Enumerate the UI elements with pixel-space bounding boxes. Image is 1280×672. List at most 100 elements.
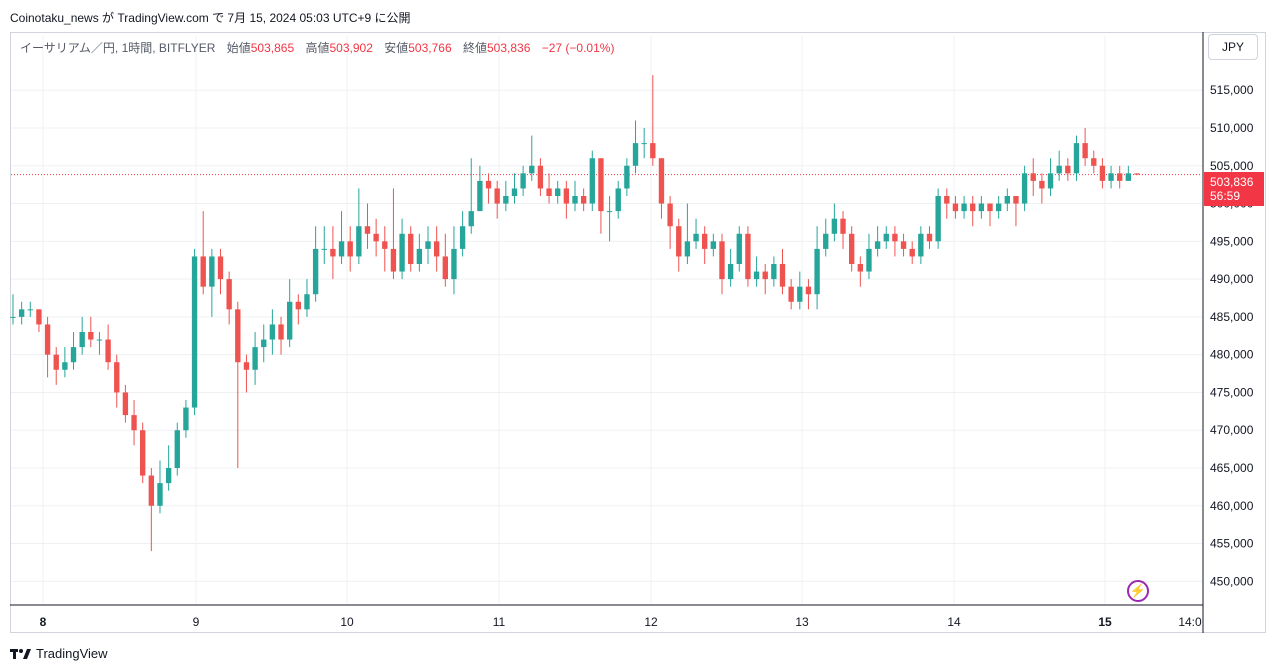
- candle-body: [174, 430, 180, 468]
- candle-body: [511, 188, 518, 196]
- candle-body: [269, 324, 276, 340]
- candle-body: [312, 248, 319, 295]
- y-tick-label: 495,000: [1210, 234, 1254, 248]
- candle-body: [883, 233, 889, 242]
- candle-body: [356, 226, 362, 257]
- candle-body: [330, 248, 336, 257]
- candle-body: [537, 165, 544, 189]
- candle-body: [1082, 143, 1088, 159]
- candle-body: [96, 339, 103, 341]
- candle-body: [632, 143, 639, 166]
- candle-body: [70, 347, 77, 363]
- candle-body: [364, 226, 371, 234]
- x-tick-label: 14: [947, 615, 961, 629]
- candle-body: [451, 248, 457, 280]
- bar-countdown: 56:59: [1210, 189, 1241, 203]
- candle-body: [442, 256, 448, 280]
- x-tick-label: 12: [644, 615, 658, 629]
- candle-body: [615, 188, 621, 212]
- candle-body: [848, 233, 855, 264]
- low-label: 安値: [384, 41, 409, 55]
- candle-body: [10, 316, 16, 318]
- candle-body: [1125, 173, 1132, 181]
- candle-body: [1004, 196, 1010, 204]
- candle-body: [252, 347, 258, 370]
- candle-body: [797, 286, 803, 302]
- candle-body: [555, 188, 561, 196]
- candle-body: [805, 286, 812, 295]
- candle-body: [62, 362, 68, 370]
- candle-body: [382, 241, 388, 249]
- candle-body: [18, 309, 25, 317]
- x-tick-label: 11: [493, 615, 506, 629]
- candle-body: [727, 264, 734, 280]
- candle-body: [874, 241, 881, 249]
- candle-body: [598, 158, 604, 212]
- candle-body: [235, 309, 241, 363]
- publisher-bar: Coinotaku_news が TradingView.com で 7月 15…: [0, 0, 1280, 32]
- y-tick-label: 455,000: [1210, 537, 1254, 551]
- candle-body: [788, 286, 794, 302]
- candle-body: [702, 233, 708, 249]
- candle-body: [209, 256, 215, 287]
- candle-body: [892, 233, 898, 242]
- x-tick-label: 9: [193, 615, 200, 629]
- candle-body: [866, 248, 872, 272]
- candle-body: [140, 430, 146, 476]
- lightning-icon[interactable]: ⚡: [1127, 580, 1149, 602]
- candle-body: [624, 165, 630, 189]
- candle-body: [658, 158, 665, 204]
- candle-body: [961, 203, 967, 212]
- candle-body: [408, 233, 414, 264]
- candle-body: [918, 233, 924, 257]
- candle-body: [546, 188, 552, 196]
- candle-body: [779, 264, 786, 287]
- candle-body: [857, 264, 864, 272]
- candle-body: [563, 188, 570, 204]
- candle-body: [347, 241, 353, 257]
- candle-body: [243, 362, 250, 370]
- candle-body: [1065, 165, 1071, 174]
- candle-body: [36, 309, 42, 325]
- candle-body: [338, 241, 345, 257]
- candle-body: [459, 226, 466, 249]
- ohlc-legend: イーサリアム／円, 1時間, BITFLYER 始値503,865 高値503,…: [20, 39, 614, 56]
- x-tick-label: 14:0: [1178, 615, 1202, 629]
- symbol-label: イーサリアム／円, 1時間, BITFLYER: [20, 41, 216, 55]
- candle-body: [1047, 173, 1054, 189]
- candle-body: [399, 233, 405, 272]
- candle-body: [771, 264, 777, 280]
- candle-body: [684, 241, 691, 257]
- candle-body: [304, 294, 310, 310]
- candle-body: [278, 324, 284, 340]
- candle-body: [606, 211, 613, 213]
- candle-body: [295, 301, 302, 310]
- x-tick-label: 10: [340, 615, 354, 629]
- footer-brand[interactable]: TradingView: [10, 646, 108, 661]
- y-tick-label: 510,000: [1210, 121, 1254, 135]
- last-price-value: 503,836: [1210, 175, 1254, 189]
- candle-body: [191, 256, 198, 408]
- candle-body: [676, 226, 682, 257]
- candle-body: [970, 203, 976, 212]
- chart-frame: [10, 32, 1266, 633]
- candle-body: [165, 468, 172, 484]
- candle-body: [840, 218, 846, 234]
- candle-body: [900, 241, 907, 249]
- y-tick-label: 515,000: [1210, 83, 1254, 97]
- candle-body: [520, 173, 526, 189]
- candle-body: [641, 143, 647, 145]
- candle-body: [1013, 196, 1019, 204]
- currency-button[interactable]: JPY: [1208, 34, 1258, 60]
- candle-body: [27, 309, 33, 311]
- candle-body: [1108, 173, 1114, 181]
- candle-body: [944, 196, 950, 204]
- candle-body: [148, 475, 155, 506]
- candle-body: [909, 248, 915, 257]
- candle-body: [53, 354, 59, 370]
- candle-body: [1030, 173, 1036, 181]
- candle-body: [667, 203, 673, 227]
- close-value: 503,836: [487, 41, 531, 55]
- candle-body: [114, 362, 120, 393]
